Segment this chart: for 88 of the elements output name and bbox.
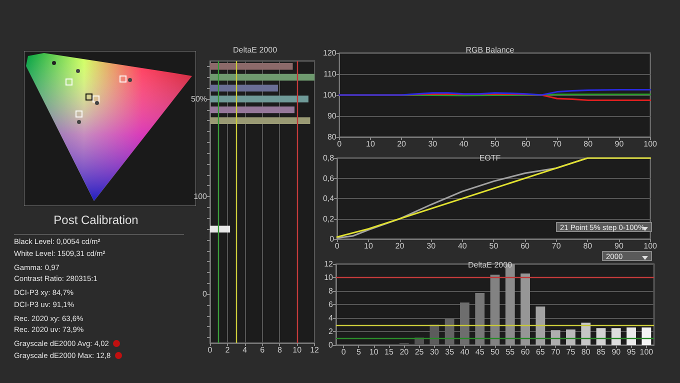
- x-tick-label: 85: [596, 348, 606, 356]
- x-tick-label: 100: [644, 242, 658, 250]
- y-tick-label: 50%: [190, 94, 208, 104]
- x-tick-label: 70: [552, 140, 562, 148]
- x-tick-label: 80: [583, 242, 593, 250]
- y-tick-label: 0,4: [322, 194, 335, 203]
- y-tick-label: 120: [322, 48, 337, 58]
- x-tick-label: 75: [566, 348, 576, 356]
- chart-title: EOTF: [479, 154, 501, 162]
- x-tick-label: 10: [364, 242, 374, 250]
- bar: [566, 329, 576, 345]
- x-tick-label: 10: [366, 140, 376, 148]
- x-tick-label: 100: [644, 140, 658, 148]
- x-tick-label: 20: [395, 242, 405, 250]
- y-tick-label: 4: [328, 314, 334, 322]
- x-tick-label: 10: [292, 346, 302, 354]
- bar: [210, 106, 295, 114]
- bar: [596, 328, 606, 345]
- x-tick-label: 40: [458, 242, 468, 250]
- x-tick-label: 12: [310, 346, 320, 354]
- x-tick-label: 80: [581, 348, 591, 356]
- y-tick-label: 6: [328, 300, 334, 309]
- x-tick-label: 45: [475, 348, 485, 356]
- x-tick-label: 90: [612, 348, 622, 356]
- x-tick-label: 0: [337, 140, 342, 148]
- y-tick-label: 0: [202, 290, 208, 299]
- x-tick-label: 30: [430, 348, 440, 356]
- y-tick-label: 2: [328, 327, 334, 336]
- bar: [210, 63, 293, 70]
- y-tick-label: 12: [324, 260, 334, 268]
- bar: [210, 84, 278, 92]
- y-tick-label: 0,8: [322, 154, 335, 162]
- x-tick-label: 70: [551, 348, 561, 356]
- x-tick-label: 50: [489, 242, 499, 250]
- x-tick-label: 15: [384, 348, 394, 356]
- x-tick-label: 100: [640, 348, 654, 356]
- x-tick-label: 0: [341, 348, 346, 356]
- x-tick-label: 95: [626, 348, 636, 356]
- x-tick-label: 30: [426, 242, 436, 250]
- y-tick-label: 10: [324, 273, 334, 282]
- x-tick-label: 65: [536, 348, 546, 356]
- x-tick-label: 25: [414, 348, 424, 356]
- bar: [210, 226, 230, 232]
- x-tick-label: 60: [520, 348, 530, 356]
- x-tick-label: 55: [506, 348, 516, 356]
- x-tick-label: 60: [520, 242, 530, 250]
- bar: [210, 117, 310, 124]
- x-tick-label: 40: [459, 140, 469, 148]
- x-tick-label: 50: [490, 140, 500, 148]
- y-tick-label: 110: [324, 70, 337, 78]
- x-tick-label: 8: [277, 346, 282, 354]
- x-tick-label: 40: [460, 348, 470, 356]
- x-tick-label: 6: [260, 346, 266, 354]
- bar: [550, 330, 560, 345]
- y-tick-label: 0,6: [322, 174, 335, 183]
- chart-title: RGB Balance: [466, 46, 515, 54]
- y-tick-label: 0,2: [322, 214, 335, 224]
- chart-title: DeltaE 2000: [468, 260, 513, 270]
- bar: [210, 96, 308, 102]
- y-tick-label: 8: [328, 286, 334, 296]
- x-tick-label: 90: [614, 242, 624, 250]
- x-tick-label: 35: [445, 348, 455, 356]
- bar: [642, 327, 652, 345]
- y-tick-label: 100: [322, 90, 337, 100]
- x-tick-label: 60: [521, 140, 531, 148]
- bar: [536, 306, 546, 345]
- y-tick-label: 100: [194, 192, 208, 202]
- x-tick-label: 80: [584, 140, 594, 148]
- bar: [210, 74, 315, 81]
- x-tick-label: 4: [242, 346, 248, 354]
- x-tick-label: 20: [400, 348, 410, 356]
- chart-title: DeltaE 2000: [232, 46, 278, 54]
- y-tick-label: 80: [327, 132, 337, 142]
- x-tick-label: 20: [397, 140, 407, 148]
- x-tick-label: 90: [614, 140, 624, 148]
- y-tick-label: 0: [330, 234, 335, 244]
- x-tick-label: 2: [225, 346, 230, 354]
- x-tick-label: 5: [356, 348, 362, 356]
- text: Post Calibration: [52, 213, 140, 227]
- bar: [444, 318, 454, 345]
- y-tick-label: 90: [327, 112, 337, 120]
- x-tick-label: 50: [490, 348, 500, 356]
- x-tick-label: 30: [428, 140, 438, 148]
- bar: [520, 273, 530, 345]
- x-tick-label: 10: [369, 348, 379, 356]
- bar: [626, 327, 636, 345]
- bar: [611, 328, 621, 345]
- x-tick-label: 70: [552, 242, 562, 250]
